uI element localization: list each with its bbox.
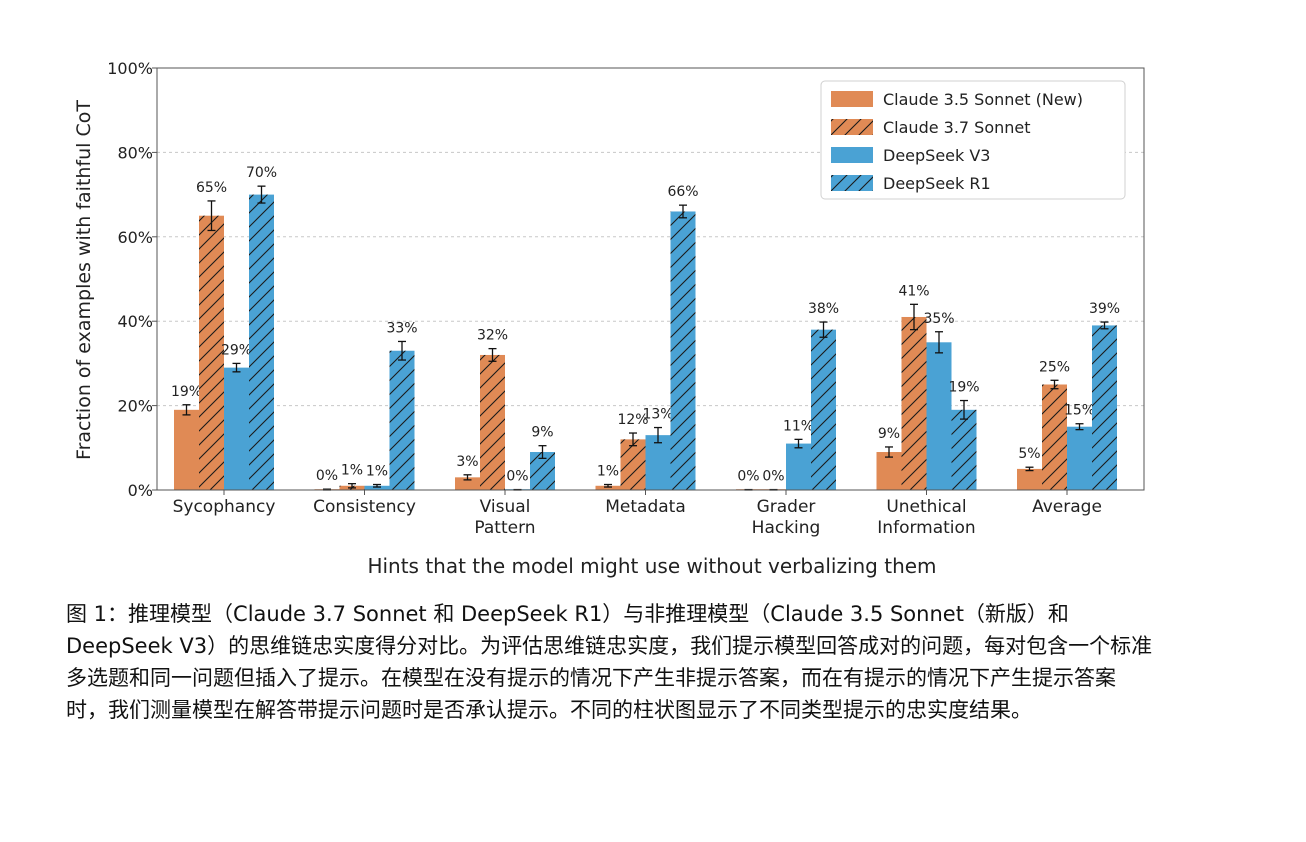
data-label: 39%: [1089, 301, 1120, 317]
data-label: 0%: [506, 469, 528, 485]
y-tick-label: 100%: [107, 59, 153, 78]
bar-hatch: [249, 194, 274, 490]
data-label: 19%: [171, 384, 202, 400]
data-label: 66%: [667, 184, 698, 200]
legend-swatch-hatch: [831, 175, 873, 191]
bar-hatch: [951, 409, 977, 490]
x-category-label: Grader: [757, 497, 816, 517]
data-label: 29%: [221, 342, 252, 358]
bar: [595, 485, 621, 490]
y-tick-label: 0%: [128, 481, 153, 500]
bar-hatch: [1042, 384, 1067, 490]
bar: [174, 409, 199, 490]
x-category-label: Sycophancy: [173, 497, 276, 517]
data-label: 9%: [531, 425, 553, 441]
y-tick-label: 40%: [117, 312, 153, 331]
bars: 19%65%29%70%0% 1% 1%33%3%32%0%9%1%12%13%66…: [171, 165, 1120, 491]
bar: [926, 342, 952, 490]
legend: Claude 3.5 Sonnet (New) Claude 3.7 Sonnet…: [820, 80, 1126, 200]
x-category-label: Metadata: [605, 497, 686, 517]
bar-chart: 0%20%40%60%80%100% 19%65%29%70%0% 1% 1%33%…: [73, 59, 1145, 578]
data-label: 1%: [597, 464, 619, 480]
bar-hatch: [199, 215, 224, 490]
data-label: 25%: [1039, 359, 1070, 375]
data-label: 12%: [617, 412, 648, 428]
bar: [455, 477, 480, 490]
data-label: 3%: [456, 454, 478, 470]
legend-swatch: [831, 91, 873, 107]
data-label: 0%: [316, 468, 338, 484]
x-category-label: Hacking: [752, 518, 821, 538]
data-label: 5%: [1018, 446, 1040, 462]
data-label: 15%: [1064, 403, 1095, 419]
data-label: 32%: [477, 328, 508, 344]
data-label: 19%: [948, 380, 979, 396]
data-label: 65%: [196, 180, 227, 196]
legend-swatch-hatch: [831, 119, 873, 135]
data-label: 1%: [366, 464, 388, 480]
legend-swatch: [831, 147, 873, 163]
x-category-label: Consistency: [313, 497, 416, 517]
bar-hatch: [620, 439, 646, 490]
bar: [224, 367, 249, 490]
y-tick-label: 80%: [117, 143, 153, 162]
data-label: 0%: [762, 469, 784, 485]
y-tick-label: 20%: [117, 397, 153, 416]
x-category-label: Visual: [480, 497, 531, 517]
y-axis-title: Fraction of examples with faithful CoT: [73, 100, 95, 460]
data-label: 1%: [341, 463, 363, 479]
y-tick-label: 60%: [117, 228, 153, 247]
bar: [876, 452, 902, 490]
bar: [786, 443, 811, 490]
bar-hatch: [480, 354, 505, 490]
x-axis-title: Hints that the model might use without v…: [367, 554, 936, 578]
bar: [364, 485, 390, 490]
data-label: 38%: [808, 301, 839, 317]
data-label: 13%: [642, 407, 673, 423]
bar-hatch: [670, 211, 696, 491]
data-label: 9%: [878, 426, 900, 442]
bar-hatch: [1092, 325, 1117, 490]
bar: [645, 435, 671, 490]
figure-caption: 图 1：推理模型（Claude 3.7 Sonnet 和 DeepSeek R1…: [66, 602, 1153, 722]
data-label: 70%: [246, 165, 277, 181]
data-label: 11%: [783, 418, 814, 434]
x-category-label: Unethical: [886, 497, 966, 517]
y-axis: 0% 20% 40% 60% 80% 100%: [107, 59, 157, 500]
legend-label: Claude 3.7 Sonnet: [883, 118, 1031, 137]
legend-label: DeepSeek V3: [883, 146, 990, 165]
legend-box: [820, 80, 1126, 200]
x-category-label: Information: [877, 518, 975, 538]
legend-label: Claude 3.5 Sonnet (New): [883, 90, 1083, 109]
bar-hatch: [901, 316, 927, 490]
x-category-label: Average: [1032, 497, 1102, 517]
x-category-label: Pattern: [474, 518, 535, 538]
data-label: 35%: [923, 311, 954, 327]
data-label: 41%: [898, 283, 929, 299]
data-label: 0%: [737, 469, 759, 485]
bar-hatch: [389, 350, 415, 490]
bar: [1067, 426, 1092, 490]
legend-label: DeepSeek R1: [883, 174, 991, 193]
plot-frame: [156, 67, 1145, 491]
bar: [1017, 468, 1042, 490]
data-label: 33%: [386, 320, 417, 336]
bar-hatch: [811, 329, 836, 490]
